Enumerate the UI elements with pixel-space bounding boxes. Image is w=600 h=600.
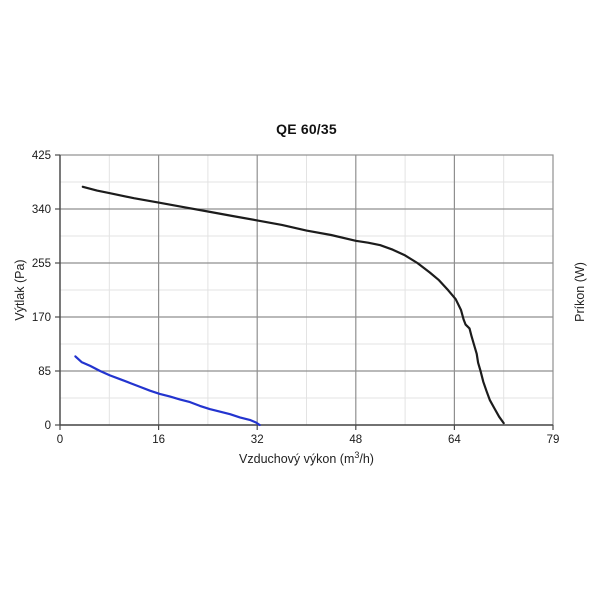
svg-text:0: 0: [45, 420, 51, 432]
svg-text:340: 340: [32, 204, 51, 216]
svg-text:85: 85: [38, 366, 51, 378]
svg-text:255: 255: [32, 258, 51, 270]
svg-text:425: 425: [32, 150, 51, 162]
svg-text:79: 79: [547, 434, 560, 446]
svg-text:16: 16: [152, 434, 165, 446]
svg-text:64: 64: [448, 434, 461, 446]
svg-text:32: 32: [251, 434, 264, 446]
svg-text:0: 0: [57, 434, 63, 446]
svg-text:48: 48: [349, 434, 362, 446]
svg-text:170: 170: [32, 312, 51, 324]
x-axis-label: Vzduchový výkon (m3/h): [60, 449, 553, 472]
x-axis-label-superscript: 3: [354, 449, 360, 460]
x-axis-label-text: Vzduchový výkon (m: [239, 452, 355, 466]
chart-title: QE 60/35: [276, 121, 337, 137]
x-axis-label-suffix: /h): [359, 452, 374, 466]
